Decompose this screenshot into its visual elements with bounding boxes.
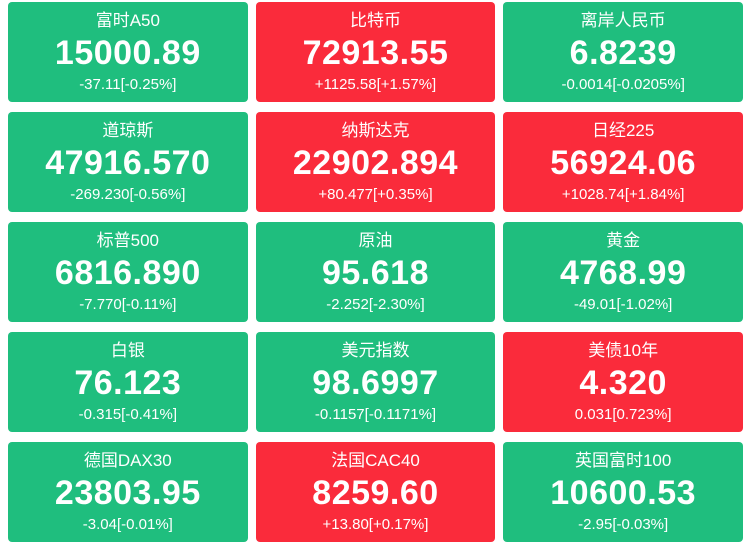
quote-title: 法国CAC40 — [331, 451, 420, 471]
market-quote-tile-down[interactable]: 英国富时100 10600.53 -2.95[-0.03%] — [503, 442, 743, 542]
quote-title: 道琼斯 — [102, 121, 154, 141]
market-quote-tile-down[interactable]: 美元指数 98.6997 -0.1157[-0.1171%] — [255, 332, 496, 432]
market-quote-tile-up[interactable]: 比特币 72913.55 +1125.58[+1.57%] — [255, 2, 496, 102]
market-quote-tile-down[interactable]: 原油 95.618 -2.252[-2.30%] — [255, 222, 496, 322]
quote-value: 47916.570 — [45, 143, 211, 182]
quote-change: -0.1157[-0.1171%] — [314, 405, 437, 423]
quote-value: 4.320 — [579, 363, 667, 402]
quote-change: -2.252[-2.30%] — [326, 295, 425, 313]
quote-change: -269.230[-0.56%] — [70, 185, 186, 203]
market-quote-tile-down[interactable]: 富时A50 15000.89 -37.11[-0.25%] — [8, 2, 248, 102]
quote-change: 0.031[0.723%] — [574, 405, 672, 423]
quote-change: +1125.58[+1.57%] — [314, 75, 437, 93]
quote-change: +13.80[+0.17%] — [322, 515, 429, 533]
quote-title: 富时A50 — [95, 11, 160, 31]
quote-value: 10600.53 — [550, 473, 697, 512]
quote-change: -49.01[-1.02%] — [573, 295, 673, 313]
quote-value: 23803.95 — [54, 473, 201, 512]
quote-change: -0.0014[-0.0205%] — [561, 75, 685, 93]
quote-change: -37.11[-0.25%] — [79, 75, 177, 93]
quote-title: 标普500 — [96, 231, 160, 251]
quote-title: 白银 — [110, 341, 145, 361]
market-quote-tile-down[interactable]: 黄金 4768.99 -49.01[-1.02%] — [503, 222, 743, 322]
quote-title: 美债10年 — [588, 341, 659, 361]
market-quote-tile-up[interactable]: 日经225 56924.06 +1028.74[+1.84%] — [503, 112, 743, 212]
market-quote-tile-down[interactable]: 标普500 6816.890 -7.770[-0.11%] — [8, 222, 248, 322]
market-quote-tile-down[interactable]: 离岸人民币 6.8239 -0.0014[-0.0205%] — [503, 2, 743, 102]
quote-change: +1028.74[+1.84%] — [561, 185, 685, 203]
quote-change: -0.315[-0.41%] — [78, 405, 178, 423]
market-quote-tile-down[interactable]: 德国DAX30 23803.95 -3.04[-0.01%] — [8, 442, 248, 542]
quote-title: 美元指数 — [341, 341, 410, 361]
market-quote-tile-up[interactable]: 法国CAC40 8259.60 +13.80[+0.17%] — [255, 442, 496, 542]
quote-title: 英国富时100 — [574, 451, 672, 471]
quote-title: 纳斯达克 — [341, 121, 410, 141]
market-quote-tile-down[interactable]: 道琼斯 47916.570 -269.230[-0.56%] — [8, 112, 248, 212]
market-quote-tile-up[interactable]: 美债10年 4.320 0.031[0.723%] — [503, 332, 743, 432]
quote-value: 15000.89 — [54, 33, 201, 72]
quote-change: -2.95[-0.03%] — [578, 515, 669, 533]
quote-title: 离岸人民币 — [580, 11, 666, 31]
quote-value: 76.123 — [74, 363, 182, 402]
market-quote-tile-up[interactable]: 纳斯达克 22902.894 +80.477[+0.35%] — [255, 112, 496, 212]
quote-value: 4768.99 — [559, 253, 687, 292]
quote-value: 6816.890 — [54, 253, 201, 292]
quote-title: 比特币 — [349, 11, 401, 31]
quote-value: 72913.55 — [302, 33, 449, 72]
quote-title: 日经225 — [591, 121, 655, 141]
quote-change: -3.04[-0.01%] — [82, 515, 173, 533]
quote-title: 原油 — [358, 231, 393, 251]
quote-change: +80.477[+0.35%] — [318, 185, 433, 203]
quote-change: -7.770[-0.11%] — [79, 295, 177, 313]
quote-value: 8259.60 — [312, 473, 439, 512]
quote-value: 6.8239 — [569, 33, 677, 72]
quote-title: 德国DAX30 — [83, 451, 172, 471]
quote-value: 56924.06 — [550, 143, 697, 182]
market-quote-tile-down[interactable]: 白银 76.123 -0.315[-0.41%] — [8, 332, 248, 432]
quote-title: 黄金 — [606, 231, 641, 251]
quote-value: 98.6997 — [312, 363, 439, 402]
quote-value: 95.618 — [321, 253, 429, 292]
quote-value: 22902.894 — [292, 143, 459, 182]
